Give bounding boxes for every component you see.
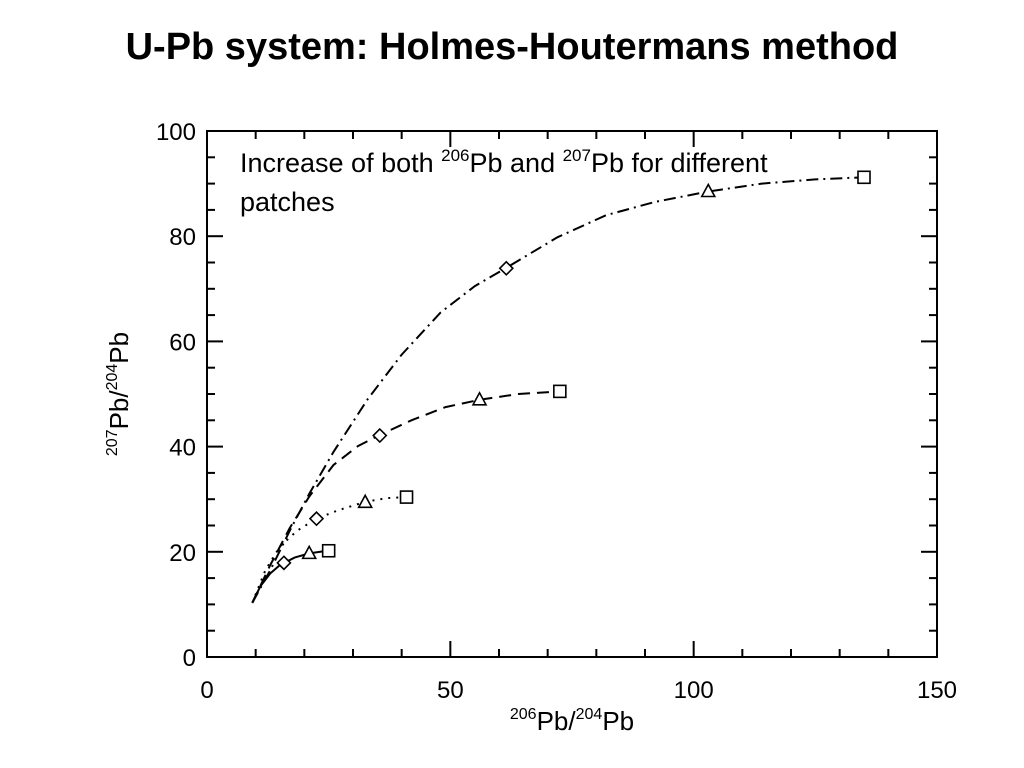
triangle-marker xyxy=(700,182,717,198)
diamond-marker xyxy=(276,555,292,571)
annotation-part-2: Pb and xyxy=(470,148,563,178)
triangle-marker xyxy=(301,544,318,560)
tick-labels: 0 50 100 150 0 20 40 60 80 100 xyxy=(156,119,957,704)
x-axis-label: 206Pb/204Pb xyxy=(510,706,634,736)
y-label-sup1: 207 xyxy=(104,429,121,456)
y-tick-label: 0 xyxy=(183,645,196,672)
y-label-base1: Pb/ xyxy=(104,390,134,430)
diamond-marker xyxy=(308,511,325,527)
square-marker xyxy=(399,490,414,504)
x-tick-label: 150 xyxy=(917,677,957,704)
x-tick-label: 0 xyxy=(200,677,213,704)
chart-annotation: Increase of both 206Pb and 207Pb for dif… xyxy=(240,146,768,178)
x-label-base1: Pb/ xyxy=(537,706,577,736)
slide-title: U-Pb system: Holmes-Houtermans method xyxy=(125,26,899,68)
series-line-dashdot xyxy=(251,176,865,604)
axis-ticks xyxy=(206,130,938,658)
diamond-marker xyxy=(498,260,514,276)
square-marker xyxy=(321,543,336,558)
y-tick-label: 60 xyxy=(169,329,196,356)
series-line-dashed xyxy=(251,390,560,604)
y-axis-label: 207Pb/204Pb xyxy=(104,332,134,456)
annotation-part-1: Increase of both xyxy=(240,148,441,178)
diamond-marker xyxy=(372,427,388,444)
square-marker xyxy=(857,170,871,185)
x-label-sup1: 206 xyxy=(510,706,537,723)
chart-annotation-line2: patches xyxy=(240,187,335,217)
annotation-sup-206: 206 xyxy=(441,146,469,165)
triangle-marker xyxy=(357,493,374,509)
y-label-base2: Pb xyxy=(104,332,134,364)
x-tick-label: 100 xyxy=(674,677,714,704)
x-label-sup2: 204 xyxy=(576,706,603,723)
y-tick-label: 100 xyxy=(156,119,196,146)
y-tick-label: 80 xyxy=(169,224,196,251)
y-tick-label: 40 xyxy=(169,435,196,462)
x-label-base2: Pb xyxy=(602,706,634,736)
annotation-sup-207: 207 xyxy=(563,146,591,165)
annotation-part-3: Pb for different xyxy=(591,148,768,178)
triangle-marker xyxy=(471,391,488,406)
markers-group xyxy=(276,170,871,571)
y-tick-label: 20 xyxy=(169,540,196,567)
x-tick-label: 50 xyxy=(437,677,464,704)
square-marker xyxy=(553,384,567,399)
y-label-sup2: 204 xyxy=(104,364,121,391)
